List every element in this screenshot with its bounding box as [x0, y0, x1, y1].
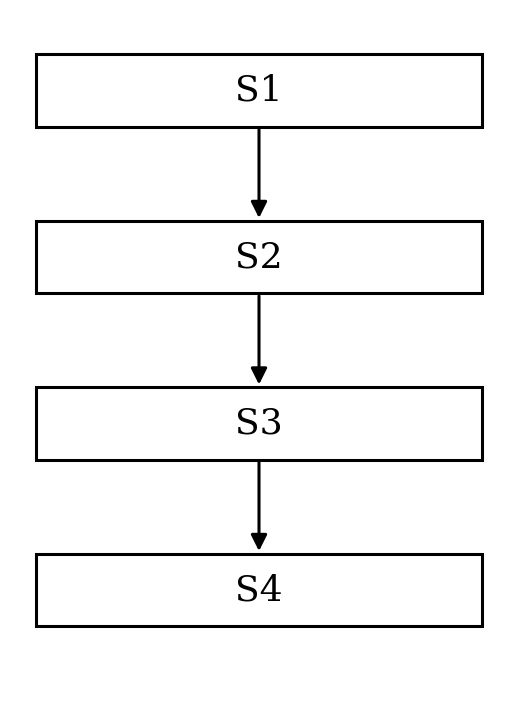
FancyBboxPatch shape — [36, 221, 482, 293]
Text: S4: S4 — [235, 573, 283, 607]
FancyBboxPatch shape — [36, 387, 482, 460]
Text: S2: S2 — [235, 240, 283, 274]
FancyBboxPatch shape — [36, 54, 482, 127]
Text: S1: S1 — [235, 74, 283, 107]
Text: S3: S3 — [235, 407, 283, 440]
FancyBboxPatch shape — [36, 554, 482, 626]
